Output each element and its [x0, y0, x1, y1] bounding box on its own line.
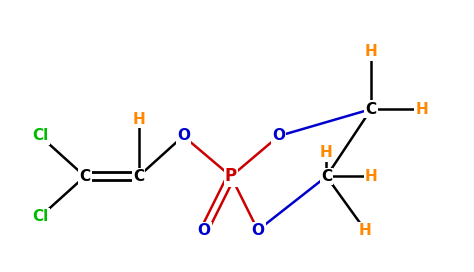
- Text: C: C: [133, 169, 144, 184]
- Text: P: P: [225, 167, 237, 186]
- Text: H: H: [359, 223, 372, 238]
- Text: H: H: [132, 112, 145, 127]
- Text: O: O: [177, 128, 190, 144]
- Text: C: C: [321, 169, 332, 184]
- Text: Cl: Cl: [32, 209, 48, 224]
- Text: O: O: [251, 223, 264, 238]
- Text: H: H: [320, 145, 333, 160]
- Text: H: H: [365, 44, 378, 59]
- Text: O: O: [198, 223, 211, 238]
- Text: C: C: [365, 101, 377, 117]
- Text: H: H: [416, 101, 428, 117]
- Text: C: C: [79, 169, 91, 184]
- Text: H: H: [365, 169, 378, 184]
- Text: Cl: Cl: [32, 128, 48, 144]
- Text: O: O: [272, 128, 285, 144]
